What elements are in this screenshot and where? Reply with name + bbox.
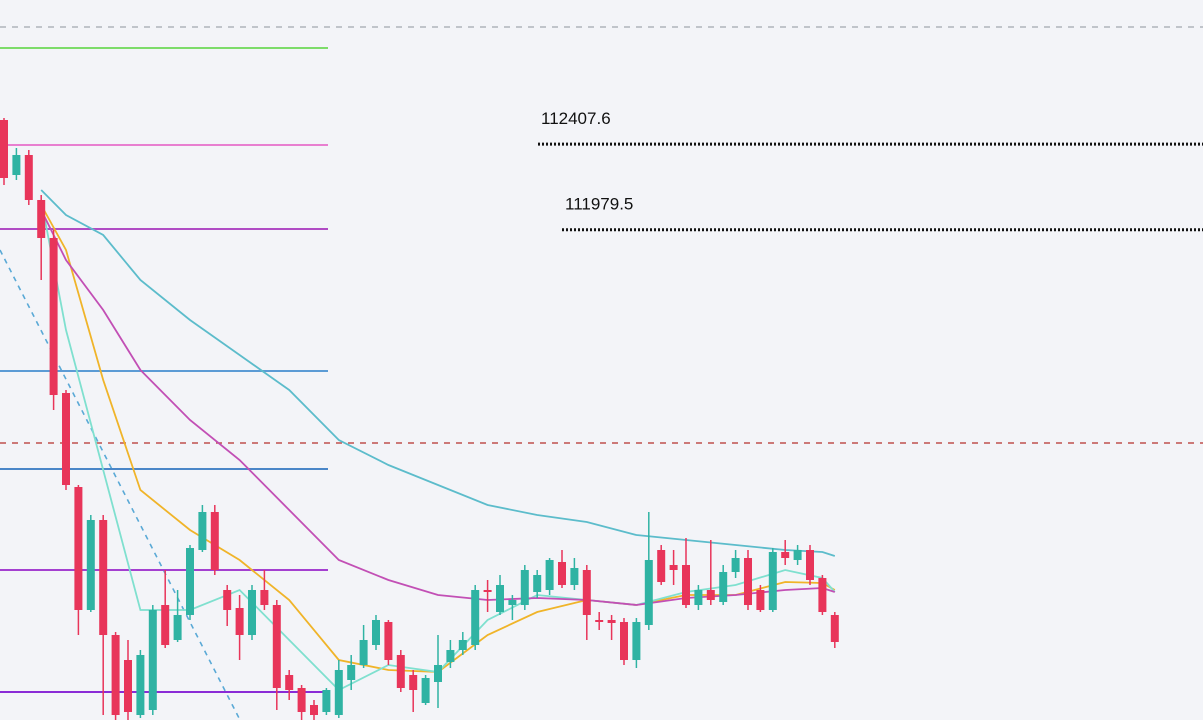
candle-body bbox=[372, 620, 380, 645]
candle-body bbox=[756, 590, 765, 610]
candle-body bbox=[793, 550, 802, 560]
candle-body bbox=[806, 550, 814, 580]
level-label: 111979.5 bbox=[565, 195, 633, 214]
candle-body bbox=[136, 655, 145, 715]
trend-line bbox=[0, 249, 241, 720]
candle-body bbox=[458, 640, 467, 650]
candle-body bbox=[682, 565, 690, 605]
candle-body bbox=[818, 578, 827, 612]
candle-body bbox=[285, 675, 294, 690]
candle-body bbox=[508, 600, 517, 605]
candle-body bbox=[322, 690, 331, 712]
candle-body bbox=[260, 590, 269, 605]
candle-body bbox=[520, 570, 529, 605]
candle-body bbox=[781, 552, 790, 558]
candle-body bbox=[74, 487, 83, 610]
candle-body bbox=[272, 605, 281, 688]
candle-body bbox=[297, 688, 306, 712]
ma-line bbox=[40, 189, 836, 557]
candle-body bbox=[620, 622, 628, 660]
candle-body bbox=[595, 620, 604, 622]
candle-body bbox=[198, 512, 207, 550]
candle-body bbox=[24, 155, 33, 200]
candle-body bbox=[173, 615, 182, 640]
candle-body bbox=[111, 635, 120, 715]
candle-body bbox=[744, 558, 752, 605]
candle-body bbox=[148, 610, 157, 710]
candle-body bbox=[124, 660, 132, 712]
candle-body bbox=[49, 238, 58, 395]
candle-body bbox=[0, 120, 8, 178]
candle-body bbox=[235, 608, 244, 635]
candle-body bbox=[62, 393, 70, 485]
candle-body bbox=[533, 575, 542, 592]
candle-body bbox=[161, 605, 170, 645]
candle-body bbox=[409, 675, 418, 690]
level-label: 112407.6 bbox=[541, 109, 611, 128]
candle-body bbox=[12, 155, 21, 175]
candle-body bbox=[706, 590, 715, 600]
candle-body bbox=[210, 512, 219, 570]
candle-body bbox=[248, 590, 256, 635]
ma-line bbox=[40, 209, 836, 606]
candle-body bbox=[384, 622, 393, 660]
candle-body bbox=[632, 622, 641, 660]
candle-body bbox=[186, 548, 194, 615]
candle-body bbox=[347, 665, 356, 680]
candle-body bbox=[310, 705, 318, 715]
candle-body bbox=[657, 550, 666, 582]
candle-body bbox=[86, 520, 95, 610]
candle-body bbox=[582, 570, 591, 615]
candle-body bbox=[731, 558, 740, 572]
candle-body bbox=[545, 560, 554, 590]
candle-body bbox=[558, 562, 566, 585]
candle-body bbox=[446, 650, 455, 662]
candle-body bbox=[768, 552, 777, 610]
candle-body bbox=[483, 590, 492, 592]
candle-body bbox=[334, 670, 343, 715]
candle-body bbox=[421, 678, 430, 703]
candle-body bbox=[496, 585, 504, 612]
candle-body bbox=[223, 590, 232, 610]
candle-body bbox=[694, 590, 703, 605]
candle-body bbox=[644, 560, 653, 625]
candle-body bbox=[669, 565, 678, 570]
candle-body bbox=[434, 665, 442, 682]
candle-body bbox=[570, 568, 579, 585]
candle-body bbox=[471, 590, 480, 645]
candle-body bbox=[830, 615, 839, 642]
candle-body bbox=[396, 655, 405, 688]
candle-body bbox=[719, 572, 728, 602]
candle-body bbox=[99, 520, 108, 635]
candle-body bbox=[607, 620, 616, 623]
candle-body bbox=[37, 200, 46, 238]
candle-body bbox=[359, 640, 368, 665]
